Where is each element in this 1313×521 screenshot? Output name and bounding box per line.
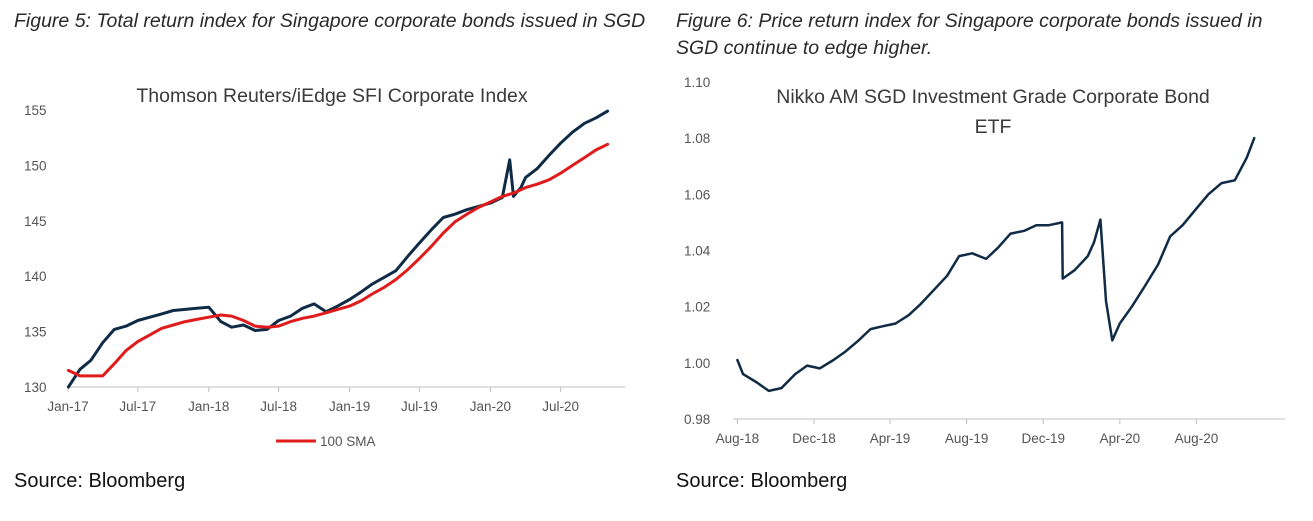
- price-return-index-chart: 0.98 1.00 1.02 1.04 1.06 1.08 1.10 Aug-18 Dec-18…: [684, 75, 1285, 446]
- x-tick-label: Aug-20: [1175, 431, 1219, 446]
- x-tick-label: Apr-19: [870, 431, 911, 446]
- x-tick-label: Jul-20: [542, 399, 579, 414]
- x-tick-label: Aug-19: [945, 431, 989, 446]
- series-line-index: [736, 136, 1256, 393]
- y-tick-label: 1.06: [684, 187, 710, 202]
- x-tick-label: Jan-17: [47, 399, 88, 414]
- figure-5-panel: Figure 5: Total return index for Singapo…: [0, 0, 656, 521]
- x-tick-label: Jul-17: [119, 399, 156, 414]
- chart-title: ETF: [975, 116, 1012, 138]
- y-tick-label: 130: [24, 380, 47, 395]
- x-tick-label: Jan-20: [470, 399, 511, 414]
- y-tick-label: 1.04: [684, 244, 711, 259]
- source-note: Source: Bloomberg: [14, 470, 186, 492]
- x-tick-label: Aug-18: [716, 431, 760, 446]
- y-tick-label: 1.08: [684, 131, 710, 146]
- figure-caption: Figure 6: Price return index for Singapo…: [676, 10, 1263, 59]
- chart-title: Thomson Reuters/iEdge SFI Corporate Inde…: [136, 85, 528, 107]
- figure-caption: Figure 5: Total return index for Singapo…: [14, 10, 646, 32]
- figure-6-panel: Figure 6: Price return index for Singapo…: [660, 0, 1313, 521]
- y-tick-label: 1.02: [684, 300, 710, 315]
- y-tick-label: 155: [24, 103, 47, 118]
- y-tick-label: 140: [24, 269, 47, 284]
- y-tick-label: 1.10: [684, 75, 710, 90]
- x-tick-label: Jan-18: [188, 399, 229, 414]
- chart-title: Nikko AM SGD Investment Grade Corporate …: [776, 86, 1210, 108]
- source-note: Source: Bloomberg: [676, 470, 848, 492]
- x-tick-label: Jan-19: [329, 399, 370, 414]
- y-tick-label: 145: [24, 214, 47, 229]
- series-line-index: [66, 109, 610, 389]
- total-return-index-chart: 130 135 140 145 150 155 Jan-17 Jul-17 Jan-18 Jul-…: [24, 85, 625, 449]
- x-tick-label: Dec-19: [1021, 431, 1065, 446]
- x-tick-label: Apr-20: [1100, 431, 1141, 446]
- x-tick-label: Jul-19: [401, 399, 438, 414]
- y-tick-label: 0.98: [684, 412, 710, 427]
- x-tick-label: Dec-18: [792, 431, 836, 446]
- y-tick-label: 150: [24, 158, 47, 173]
- legend-label: 100 SMA: [320, 434, 376, 449]
- series-line-100-sma: [66, 142, 610, 378]
- y-tick-label: 135: [24, 325, 47, 340]
- y-tick-label: 1.00: [684, 356, 710, 371]
- x-tick-label: Jul-18: [260, 399, 297, 414]
